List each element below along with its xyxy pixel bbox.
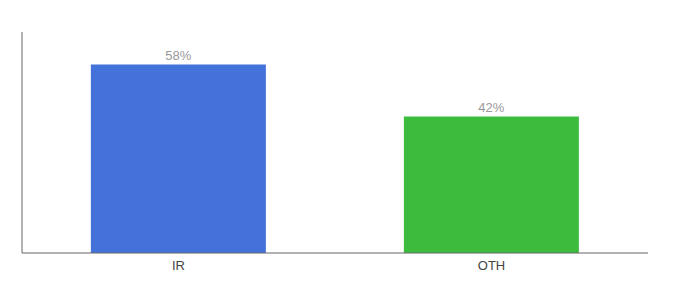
svg-text:IR: IR <box>172 258 185 273</box>
svg-text:58%: 58% <box>165 48 191 63</box>
svg-text:42%: 42% <box>478 100 504 115</box>
svg-text:OTH: OTH <box>478 258 505 273</box>
